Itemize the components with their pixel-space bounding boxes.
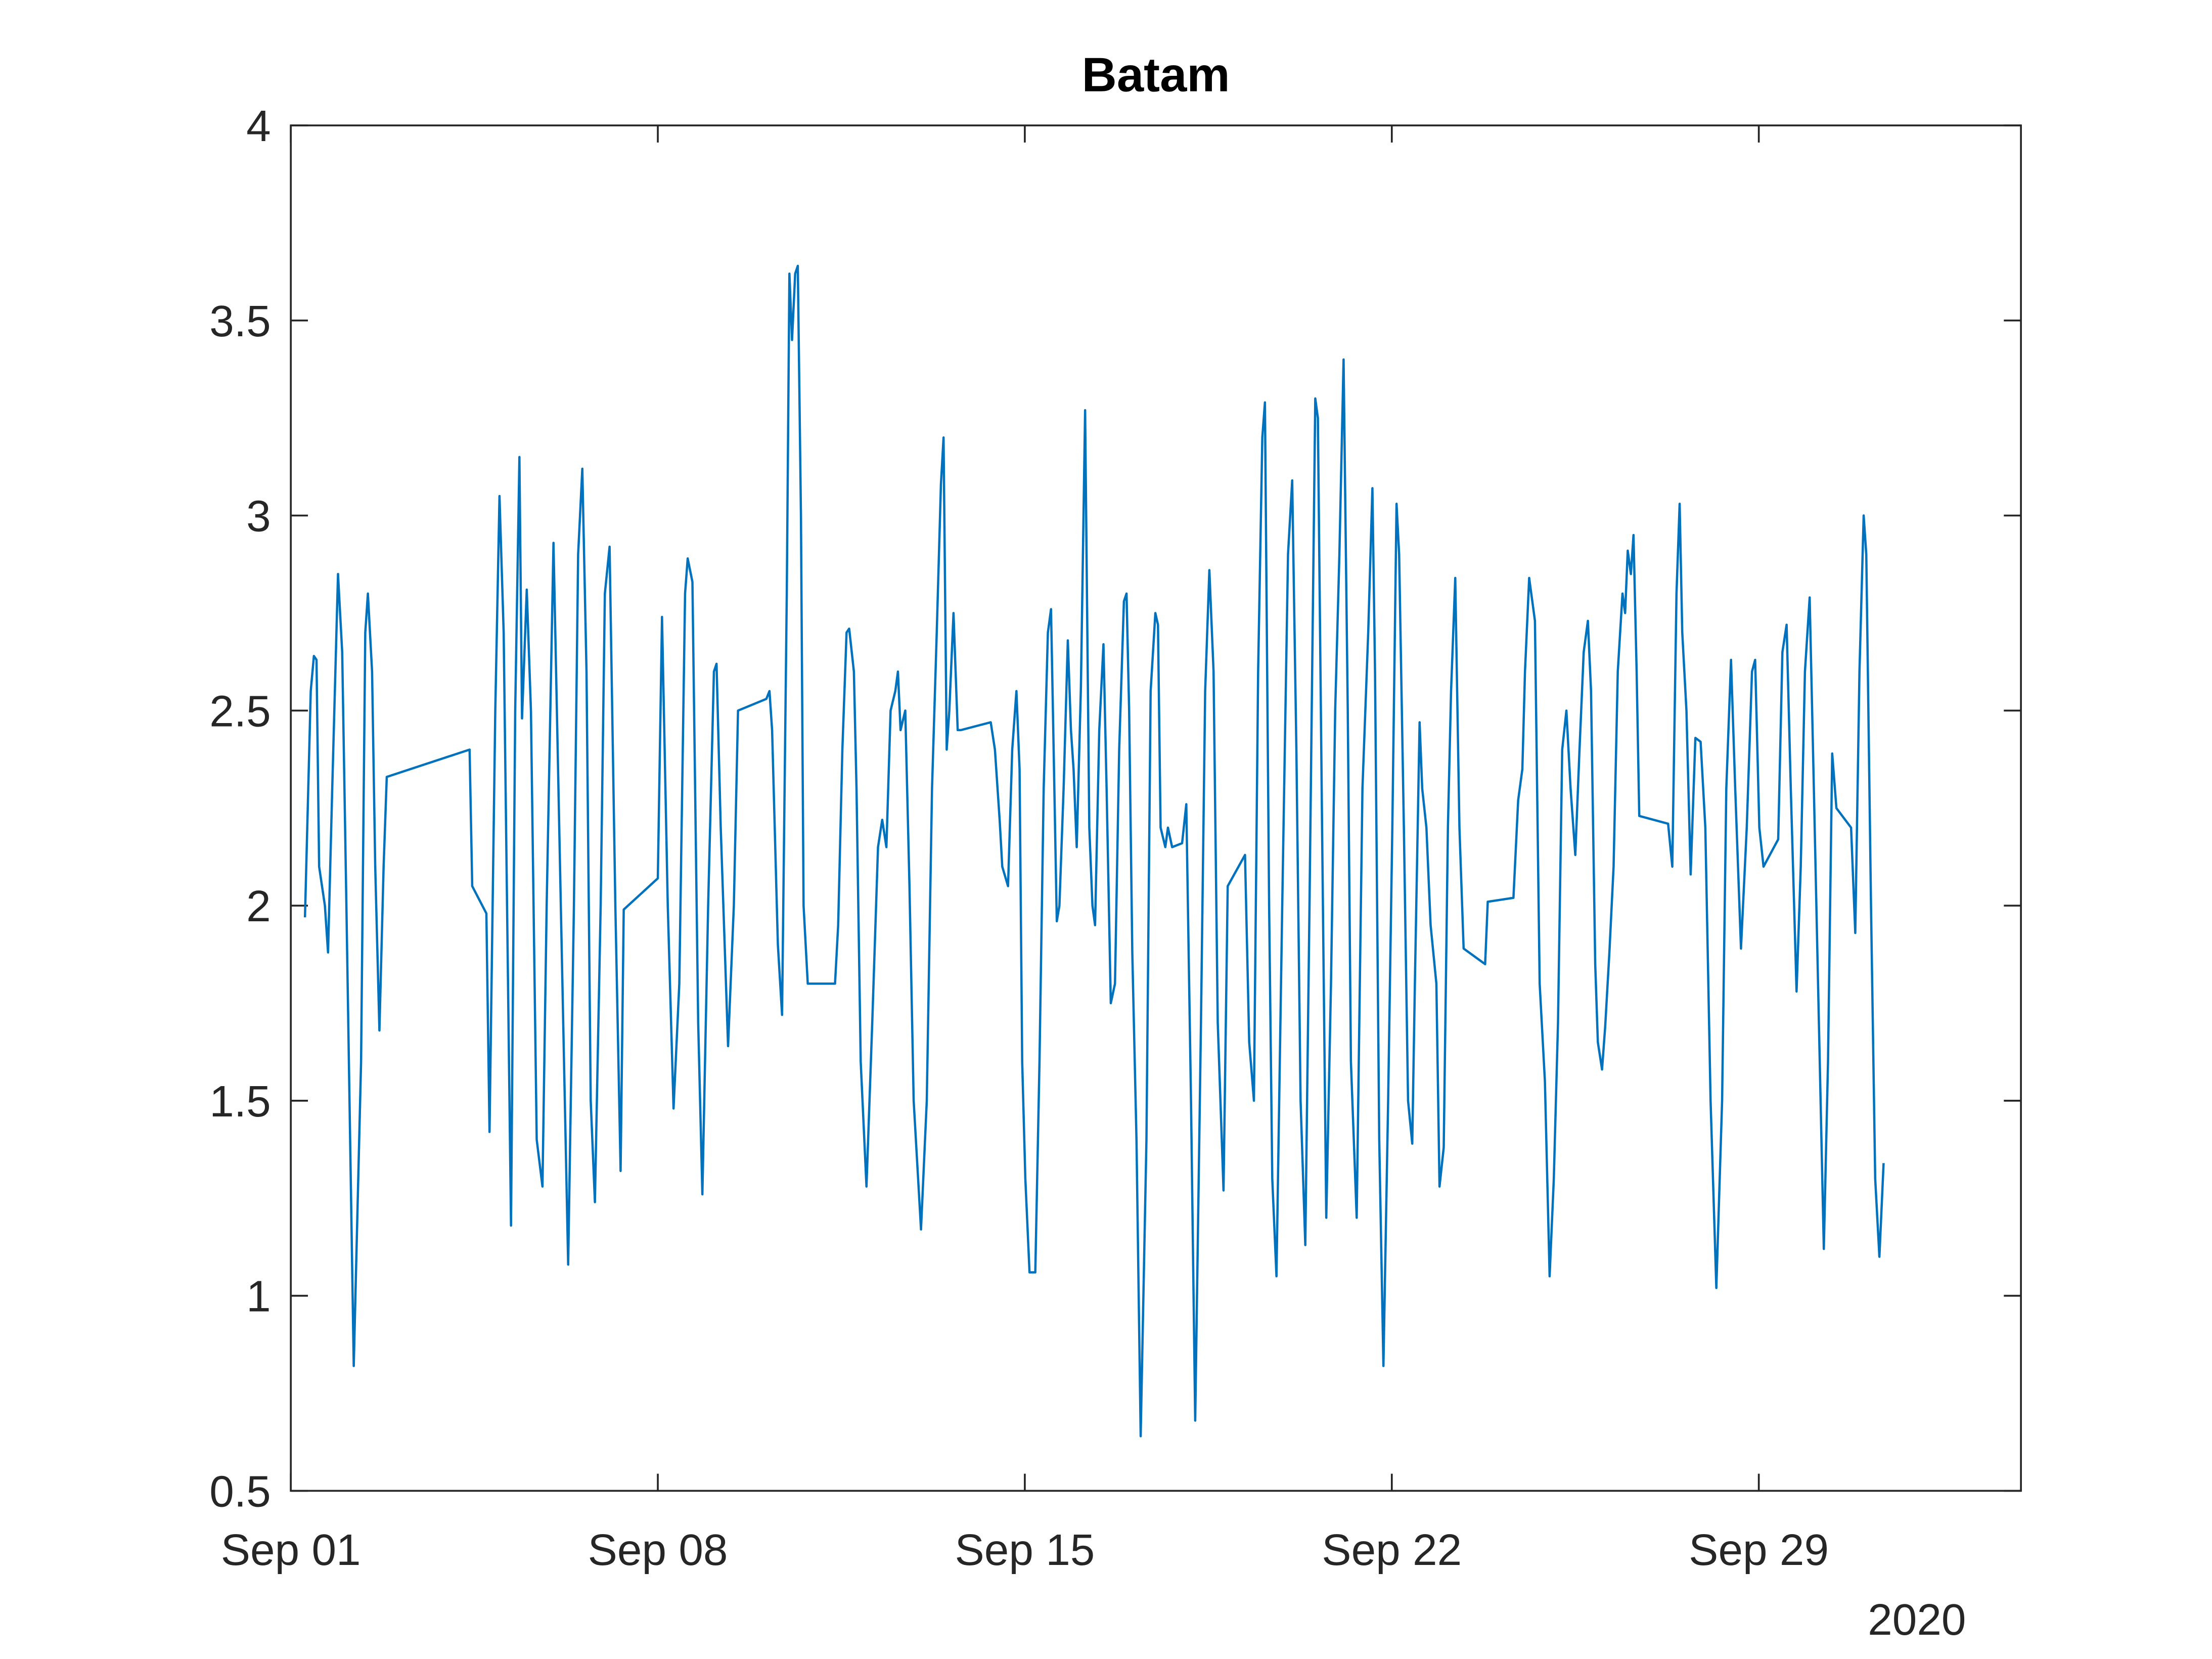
x-tick-label: Sep 15 [955,1525,1095,1575]
y-tick-label: 0.5 [209,1466,270,1516]
data-line [303,264,1885,1438]
plot-frame [290,124,2022,1492]
x-tick-label: Sep 01 [221,1525,361,1575]
x-tick-label: Sep 29 [1689,1525,1829,1575]
y-tick-label: 2 [246,881,271,931]
y-tick-label: 2.5 [209,686,270,736]
y-tick-label: 4 [246,101,271,151]
y-tick-label: 3.5 [209,296,270,346]
chart-title: Batam [1082,48,1230,102]
y-tick-label: 3 [246,491,271,541]
x-tick-label: Sep 22 [1322,1525,1462,1575]
x-year-label: 2020 [1868,1595,1966,1644]
x-tick-label: Sep 08 [588,1525,728,1575]
y-tick-label: 1.5 [209,1077,270,1126]
y-tick-label: 1 [246,1272,271,1321]
